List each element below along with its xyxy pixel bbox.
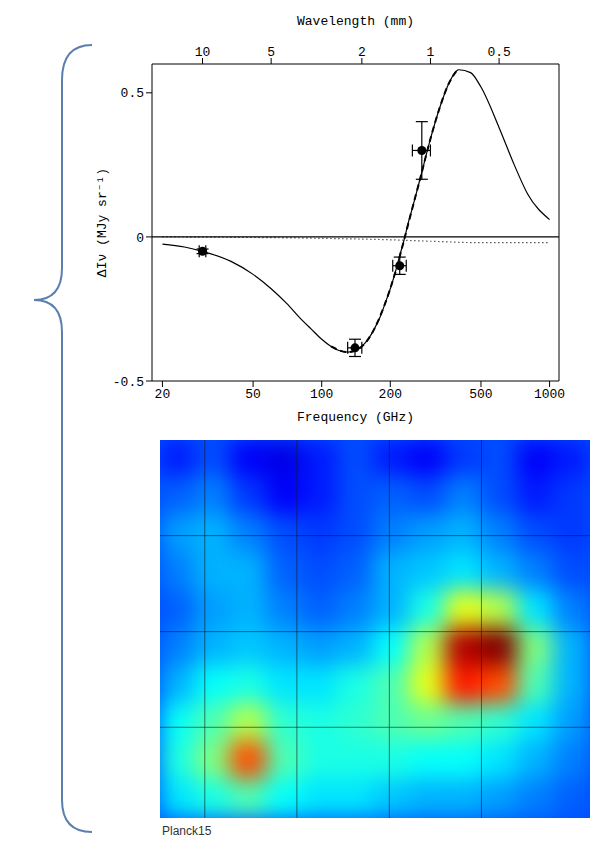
svg-text:1000: 1000 [534, 387, 565, 402]
svg-text:200: 200 [379, 387, 402, 402]
svg-text:ΔIν (MJy sr⁻¹): ΔIν (MJy sr⁻¹) [95, 168, 110, 277]
svg-text:2: 2 [358, 45, 366, 60]
svg-text:10: 10 [195, 45, 211, 60]
svg-text:0.5: 0.5 [121, 86, 144, 101]
svg-text:500: 500 [469, 387, 492, 402]
svg-text:-0.5: -0.5 [113, 375, 144, 390]
svg-text:20: 20 [155, 387, 171, 402]
html-text:Planck15: Planck15 [162, 824, 212, 838]
svg-text:Frequency (GHz): Frequency (GHz) [297, 410, 414, 425]
svg-text:1: 1 [427, 45, 435, 60]
svg-text:Wavelength (mm): Wavelength (mm) [297, 14, 414, 29]
svg-text:5: 5 [267, 45, 275, 60]
svg-text:0: 0 [136, 231, 144, 246]
svg-text:0.5: 0.5 [487, 45, 510, 60]
svg-text:100: 100 [310, 387, 333, 402]
svg-text:50: 50 [245, 387, 261, 402]
